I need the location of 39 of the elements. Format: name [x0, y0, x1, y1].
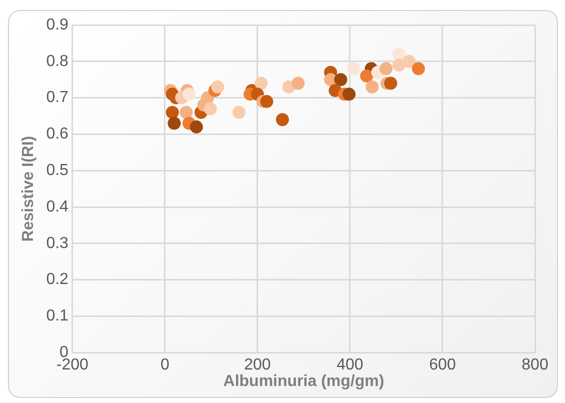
point — [276, 113, 289, 126]
point — [190, 120, 203, 134]
point — [412, 62, 425, 76]
point — [342, 88, 356, 101]
x-tick-label: 400 — [336, 356, 364, 374]
point — [166, 106, 179, 119]
y-tick-label: 0.8 — [46, 52, 69, 70]
point — [392, 58, 406, 72]
y-tick-label: 0.2 — [46, 271, 69, 288]
point — [402, 54, 416, 68]
point — [360, 69, 374, 82]
point — [392, 48, 406, 61]
point — [384, 76, 398, 90]
point — [232, 106, 246, 119]
point — [347, 62, 360, 76]
x-tick-label: 200 — [244, 356, 271, 374]
point — [254, 76, 268, 90]
y-tick-label: 0.3 — [46, 234, 69, 252]
point — [366, 80, 379, 94]
y-tick-label: 0.9 — [46, 16, 69, 34]
x-axis-title: Albuminuria (mg/gm) — [223, 372, 384, 390]
x-tick-label: 0 — [160, 356, 170, 374]
y-tick-label: 0.1 — [46, 308, 69, 325]
x-tick-label: 600 — [429, 356, 456, 374]
y-tick-label: 0.5 — [46, 162, 69, 180]
point — [204, 102, 217, 116]
point — [334, 73, 348, 86]
point — [180, 106, 193, 119]
y-axis-title: Resistive I(RI) — [20, 136, 38, 242]
y-tick-label: 0.7 — [46, 89, 69, 106]
point — [182, 88, 196, 101]
x-tick-label: 800 — [522, 356, 548, 374]
point — [380, 62, 393, 76]
point — [292, 76, 305, 90]
y-tick-label: 0.6 — [46, 126, 69, 143]
point — [168, 116, 181, 130]
point — [260, 94, 274, 108]
point — [211, 80, 224, 94]
y-tick-label: 0.4 — [46, 198, 69, 216]
